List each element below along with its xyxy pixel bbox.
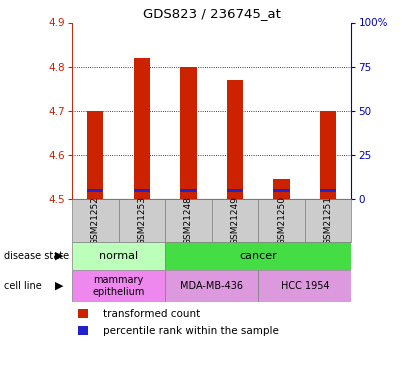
- Text: percentile rank within the sample: percentile rank within the sample: [103, 326, 279, 336]
- Text: GSM21253: GSM21253: [137, 196, 146, 245]
- Bar: [87, 189, 103, 192]
- Text: MDA-MB-436: MDA-MB-436: [180, 281, 243, 291]
- Bar: [273, 179, 290, 199]
- Text: GSM21248: GSM21248: [184, 196, 193, 245]
- Bar: [227, 189, 243, 192]
- Bar: [258, 199, 305, 242]
- Text: GSM21252: GSM21252: [91, 196, 100, 245]
- Bar: [227, 80, 243, 199]
- Text: HCC 1954: HCC 1954: [281, 281, 329, 291]
- Bar: [180, 189, 196, 192]
- Text: cancer: cancer: [239, 251, 277, 261]
- Bar: [212, 199, 258, 242]
- Text: GSM21251: GSM21251: [323, 196, 332, 245]
- Bar: [72, 242, 165, 270]
- Text: mammary
epithelium: mammary epithelium: [92, 275, 145, 297]
- Text: cell line: cell line: [4, 281, 42, 291]
- Text: transformed count: transformed count: [103, 309, 200, 319]
- Bar: [87, 111, 103, 199]
- Bar: [165, 242, 351, 270]
- Text: ▶: ▶: [55, 251, 64, 261]
- Bar: [273, 189, 290, 192]
- Bar: [134, 58, 150, 199]
- Bar: [258, 270, 351, 302]
- Bar: [78, 309, 88, 318]
- Text: GSM21250: GSM21250: [277, 196, 286, 245]
- Text: ▶: ▶: [55, 281, 64, 291]
- Bar: [118, 199, 165, 242]
- Bar: [78, 326, 88, 335]
- Text: disease state: disease state: [4, 251, 69, 261]
- Bar: [320, 189, 336, 192]
- Text: GSM21249: GSM21249: [231, 196, 240, 245]
- Bar: [305, 199, 351, 242]
- Bar: [134, 189, 150, 192]
- Bar: [72, 199, 118, 242]
- Bar: [165, 270, 258, 302]
- Bar: [165, 199, 212, 242]
- Text: normal: normal: [99, 251, 138, 261]
- Title: GDS823 / 236745_at: GDS823 / 236745_at: [143, 7, 281, 20]
- Bar: [320, 111, 336, 199]
- Bar: [180, 67, 196, 199]
- Bar: [72, 270, 165, 302]
